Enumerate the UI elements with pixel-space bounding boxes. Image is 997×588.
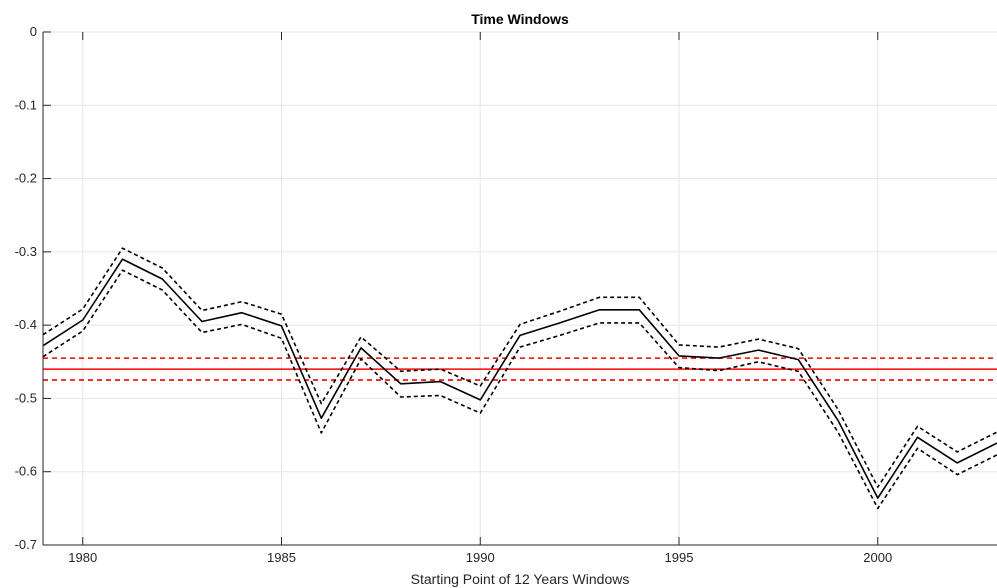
series-lines <box>42 247 997 510</box>
y-tick-label: -0.6 <box>15 464 37 479</box>
x-tick-label: 1990 <box>466 550 495 565</box>
x-axis-label: Starting Point of 12 Years Windows <box>411 571 630 587</box>
y-tick-label: -0.3 <box>15 244 37 259</box>
x-tick-label: 1980 <box>68 550 97 565</box>
ticks: 0 -0.1 -0.2 -0.3 -0.4 -0.5 -0.6 -0.7 1980 1985 199… <box>15 24 893 565</box>
plot-background <box>43 32 997 545</box>
series-line-main <box>42 258 997 499</box>
x-tick-label: 1995 <box>665 550 694 565</box>
y-tick-label: 0 <box>30 24 37 39</box>
reference-lines <box>43 357 997 381</box>
series-line-dashed-2 <box>42 269 997 510</box>
y-tick-label: -0.4 <box>15 317 37 332</box>
y-tick-label: -0.1 <box>15 97 37 112</box>
series-line-dashed-1 <box>42 247 997 488</box>
x-tick-label: 1985 <box>267 550 296 565</box>
x-tick-label: 2000 <box>863 550 892 565</box>
chart-title: Time Windows <box>471 11 569 27</box>
y-tick-label: -0.7 <box>15 537 37 552</box>
y-tick-label: -0.2 <box>15 171 37 186</box>
y-tick-label: -0.5 <box>15 390 37 405</box>
axes <box>42 32 997 546</box>
